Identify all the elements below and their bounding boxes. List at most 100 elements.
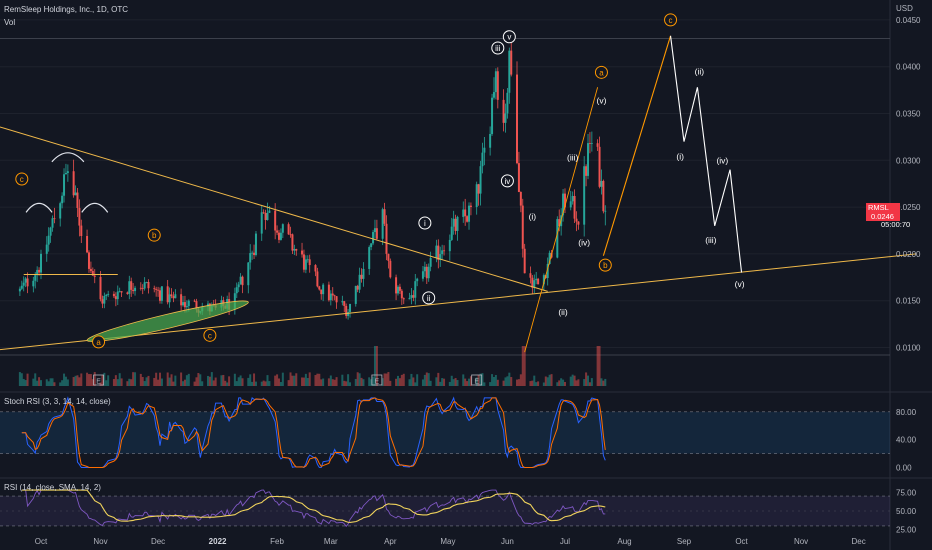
- wave-label: a: [96, 338, 101, 347]
- candle-body: [372, 232, 375, 244]
- candle-body: [76, 192, 79, 208]
- volume-bar: [276, 374, 279, 386]
- candle-body: [24, 278, 27, 283]
- volume-bar: [147, 375, 150, 386]
- volume-bar: [193, 381, 196, 386]
- volume-bar: [548, 374, 551, 386]
- candle-body: [563, 193, 566, 208]
- volume-bar: [516, 379, 518, 386]
- volume-bar: [529, 381, 532, 386]
- candle-body: [481, 152, 484, 167]
- wave-label: b: [603, 261, 608, 270]
- volume-bar: [153, 377, 156, 386]
- volume-bar: [291, 375, 294, 386]
- candle-body: [74, 192, 77, 196]
- wave-label-circle: [664, 13, 678, 27]
- volume-bar: [36, 380, 39, 386]
- volume-bar: [45, 379, 48, 386]
- volume-bar: [103, 372, 106, 386]
- candle-body: [91, 270, 94, 276]
- volume-bar: [128, 378, 131, 386]
- candle-body: [32, 280, 35, 287]
- volume-bar: [397, 375, 399, 386]
- price-tick-label: 0.0400: [896, 63, 921, 72]
- stoch-rsi-label: Stoch RSI (3, 3, 14, 14, close): [4, 397, 111, 406]
- candle-body: [331, 293, 334, 296]
- candle-body: [571, 195, 574, 202]
- candle-body: [519, 191, 522, 206]
- volume-bar: [59, 382, 62, 386]
- date-tick-label: Jun: [501, 537, 514, 546]
- date-tick-label: May: [440, 537, 455, 546]
- candle-body: [260, 212, 263, 234]
- volume-bar: [535, 382, 538, 386]
- candle-body: [492, 92, 495, 98]
- stoch-tick-label: 40.00: [896, 436, 917, 445]
- candle-body: [166, 286, 169, 303]
- volume-bar: [118, 373, 121, 386]
- candle-body: [112, 293, 115, 297]
- volume-bar: [199, 374, 202, 386]
- candle-body: [410, 295, 413, 298]
- volume-bar: [385, 373, 388, 386]
- volume-bar: [345, 381, 348, 386]
- volume-bar: [598, 346, 601, 386]
- volume-bar: [233, 373, 236, 386]
- volume-bar: [421, 379, 424, 386]
- candle-body: [253, 252, 256, 255]
- volume-bar: [166, 372, 169, 386]
- volume-bar: [362, 379, 365, 386]
- volume-bar: [32, 378, 35, 386]
- volume-bar: [375, 346, 378, 386]
- volume-bar: [412, 377, 415, 386]
- volume-bar: [383, 373, 386, 386]
- volume-bar: [18, 372, 21, 386]
- volume-bar: [226, 382, 229, 386]
- volume-bar: [320, 379, 323, 386]
- candle-body: [53, 218, 56, 220]
- volume-bar: [278, 378, 280, 386]
- price-tick-label: 0.0450: [896, 16, 921, 25]
- volume-bar: [494, 375, 497, 386]
- wave-label: v: [507, 33, 511, 42]
- candle-body: [34, 275, 37, 281]
- candle-body: [322, 284, 325, 295]
- volume-bar: [187, 373, 190, 386]
- candle-body: [327, 284, 330, 301]
- candle-body: [49, 227, 52, 236]
- candle-body: [316, 271, 319, 287]
- trendline: [0, 126, 548, 292]
- volume-bar: [408, 379, 411, 386]
- projection-down: [670, 35, 743, 273]
- volume-bar: [160, 378, 163, 386]
- rsi-tick-label: 25.00: [896, 526, 917, 535]
- volume-bar: [24, 380, 27, 386]
- candle-body: [185, 306, 188, 308]
- volume-bar: [120, 378, 123, 386]
- pattern-arc: [81, 202, 109, 213]
- candle-body: [289, 234, 292, 236]
- candle-body: [287, 224, 290, 235]
- volume-bar: [604, 378, 607, 386]
- volume-bar: [329, 375, 332, 386]
- volume-bar: [596, 346, 599, 386]
- volume-bar: [489, 382, 492, 386]
- volume-bar: [185, 375, 188, 386]
- candle-body: [87, 252, 90, 269]
- wave-label: iv: [505, 177, 511, 186]
- candle-body: [157, 289, 160, 291]
- candle-body: [116, 291, 119, 300]
- volume-bar: [533, 375, 536, 386]
- wave-label: c: [208, 331, 212, 340]
- volume-bar: [308, 372, 311, 386]
- date-tick-label: Feb: [270, 537, 284, 546]
- candle-body: [278, 232, 280, 240]
- volume-bar: [130, 379, 133, 386]
- candle-body: [358, 274, 361, 290]
- wave-label: (iv): [578, 238, 590, 248]
- volume-bar: [74, 375, 77, 386]
- volume-bar: [562, 379, 565, 386]
- volume-bar: [477, 374, 480, 386]
- candle-body: [301, 250, 304, 255]
